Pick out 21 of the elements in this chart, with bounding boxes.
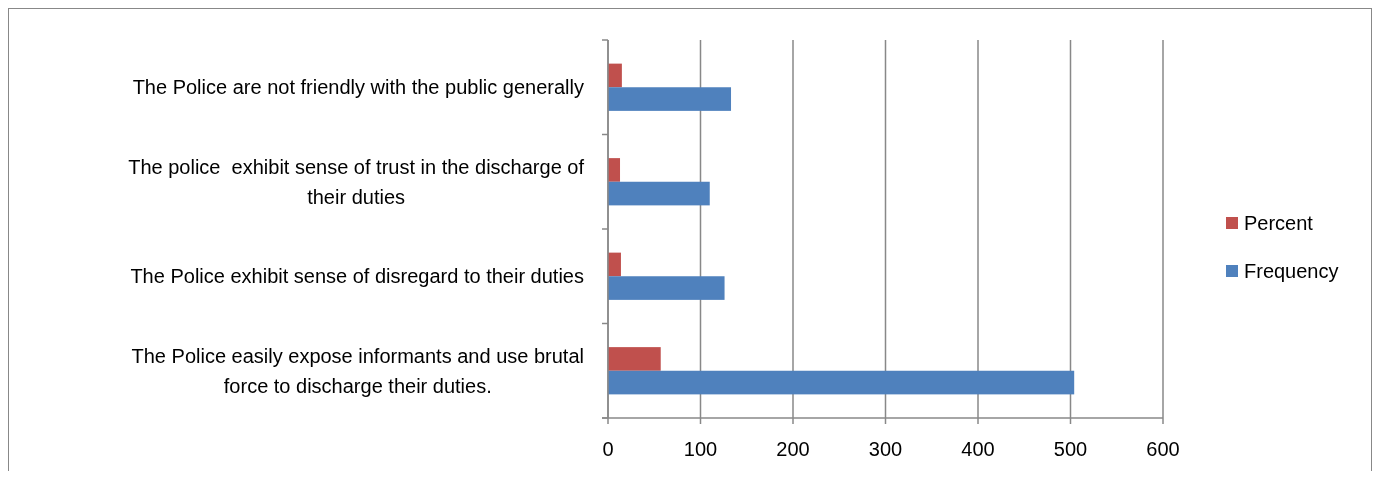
x-tick-label: 600 bbox=[1146, 438, 1180, 460]
bar bbox=[608, 276, 725, 300]
x-tick-label: 0 bbox=[602, 438, 614, 460]
legend-label: Frequency bbox=[1244, 260, 1339, 282]
y-tick-label: The police exhibit sense of trust in the discharge of their duties bbox=[128, 155, 585, 208]
y-tick-label: The Police exhibit sense of disregard to their duties bbox=[130, 265, 584, 288]
x-tick-label: 100 bbox=[683, 438, 718, 460]
legend-label: Percent bbox=[1244, 212, 1314, 234]
bar bbox=[608, 87, 732, 111]
y-tick-label: The Police are not friendly with the public generally bbox=[132, 76, 584, 99]
x-tick-label: 300 bbox=[868, 438, 903, 460]
bar bbox=[608, 347, 661, 371]
bar bbox=[608, 63, 622, 88]
bar bbox=[608, 370, 1075, 395]
bar bbox=[608, 158, 621, 182]
x-tick-label: 500 bbox=[1053, 438, 1088, 460]
bar bbox=[608, 252, 621, 277]
y-tick-label: The Police easily expose informants and use brutal force to discharge their duties. bbox=[131, 344, 585, 397]
x-tick-label: 200 bbox=[776, 438, 810, 460]
bar bbox=[608, 181, 710, 206]
x-tick-label: 400 bbox=[961, 438, 995, 460]
